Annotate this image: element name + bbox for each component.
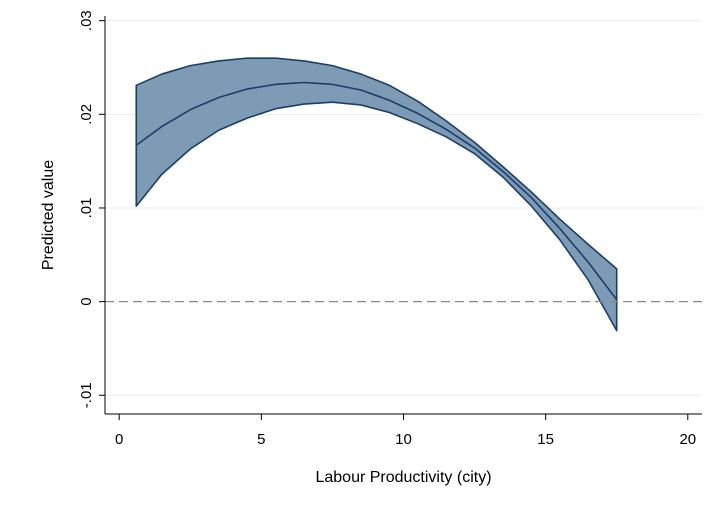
confidence-band [135,57,618,332]
prediction-line [135,81,618,301]
y-tick-label-2: .01 [78,198,95,219]
predicted-line [135,81,618,301]
x-axis-title: Labour Productivity (city) [315,469,491,486]
y-axis-title: Predicted value [40,160,57,270]
y-tick-label-0: -.01 [78,382,95,408]
band-area [135,57,618,332]
x-tick-label-3: 15 [537,431,554,448]
y-tick-label-3: .02 [78,104,95,125]
y-tick-label-4: .03 [78,10,95,31]
axes [99,16,702,420]
y-tick-label-1: 0 [78,297,95,305]
x-tick-label-2: 10 [395,431,412,448]
tick-labels: -.01 0 .01 .02 .03 0 5 10 15 20 [78,10,696,448]
x-tick-label-1: 5 [257,431,265,448]
x-tick-label-4: 20 [679,431,696,448]
x-tick-label-0: 0 [115,431,123,448]
